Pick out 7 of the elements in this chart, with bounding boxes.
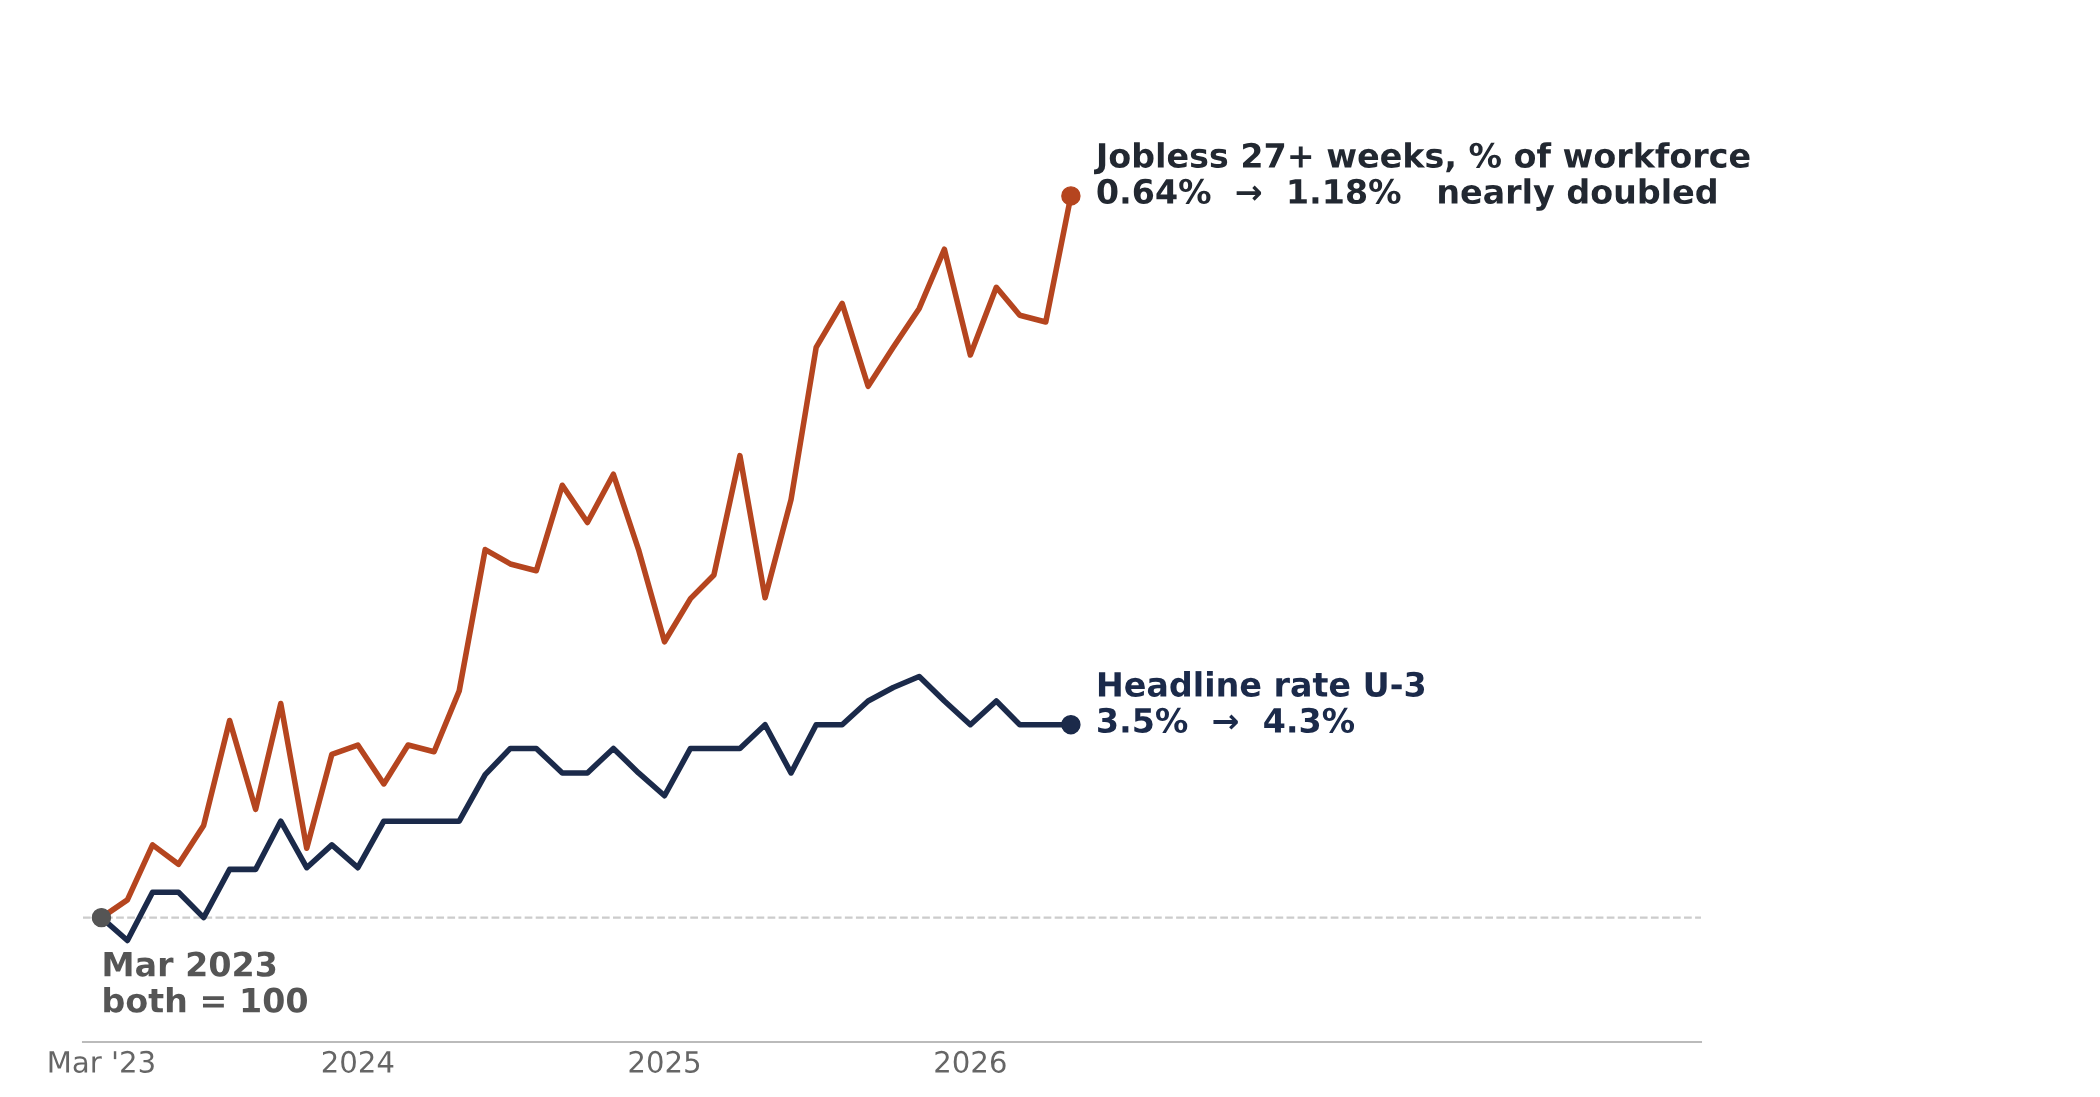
- annotation: Mar 2023 both = 100: [104, 951, 307, 1013]
- x-tick-label: Mar '23: [49, 1050, 154, 1073]
- x-tick-label: 2026: [935, 1050, 1006, 1073]
- x-tick-label: 2025: [629, 1050, 700, 1073]
- annotation: Jobless 27+ weeks, % of workforce 0.64% → 1.18% nearly doubled: [1094, 142, 1750, 211]
- annotation: Headline rate U-3 3.5% → 4.3%: [1098, 671, 1425, 733]
- x-tick-label: 2024: [322, 1050, 394, 1073]
